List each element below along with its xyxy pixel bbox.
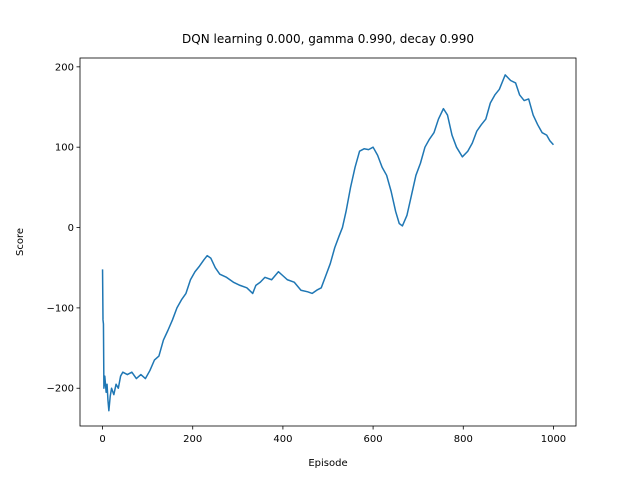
x-tick-label: 0	[99, 434, 105, 445]
x-axis-label: Episode	[308, 458, 347, 469]
x-tick-label: 1000	[541, 434, 566, 445]
line-series	[101, 74, 555, 412]
y-tick-label: −100	[47, 303, 74, 314]
x-tick-label: 600	[364, 434, 383, 445]
y-tick-label: 200	[55, 62, 74, 73]
x-tick-label: 200	[183, 434, 202, 445]
y-tick-label: −200	[47, 384, 74, 395]
y-axis-label: Score	[15, 228, 26, 256]
x-tick-label: 400	[273, 434, 292, 445]
y-tick-label: 0	[68, 223, 74, 234]
y-tick-label: 100	[55, 143, 74, 154]
x-tick-label: 800	[454, 434, 473, 445]
plot-frame	[79, 57, 577, 427]
chart-title: DQN learning 0.000, gamma 0.990, decay 0…	[182, 32, 474, 46]
